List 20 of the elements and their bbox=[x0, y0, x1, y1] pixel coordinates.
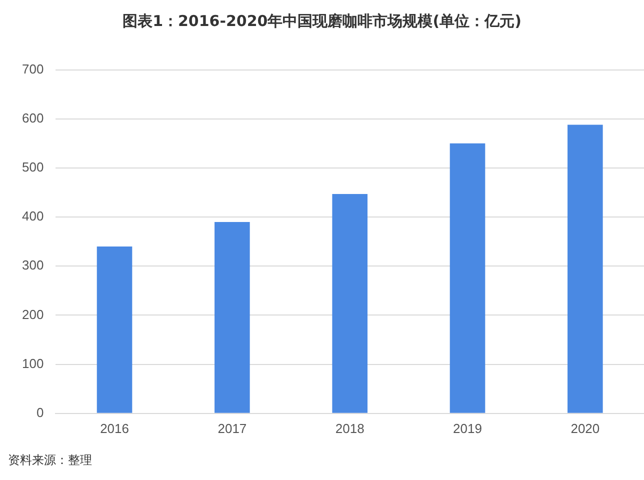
x-tick-label: 2019 bbox=[453, 420, 482, 436]
text: 资料来源：整理 bbox=[8, 452, 92, 469]
y-tick-label: 600 bbox=[22, 110, 44, 126]
bar bbox=[568, 124, 603, 413]
chart-title: 图表1：2016-2020年中国现磨咖啡市场规模(单位：亿元) bbox=[122, 12, 522, 31]
x-tick-label: 2017 bbox=[218, 420, 247, 436]
bar bbox=[450, 143, 486, 413]
y-tick-label: 0 bbox=[36, 404, 44, 420]
bar bbox=[214, 222, 250, 413]
bar bbox=[332, 194, 368, 413]
y-tick-label: 300 bbox=[22, 258, 44, 273]
x-tick-label: 2016 bbox=[100, 420, 129, 436]
x-tick-label: 2018 bbox=[335, 420, 364, 436]
bar bbox=[96, 246, 132, 413]
y-tick-label: 200 bbox=[22, 306, 44, 322]
y-tick-label: 700 bbox=[22, 61, 44, 76]
y-tick-label: 500 bbox=[22, 160, 44, 175]
y-tick-label: 400 bbox=[22, 208, 44, 224]
y-tick-label: 100 bbox=[22, 356, 44, 371]
x-tick-label: 2020 bbox=[570, 420, 600, 436]
